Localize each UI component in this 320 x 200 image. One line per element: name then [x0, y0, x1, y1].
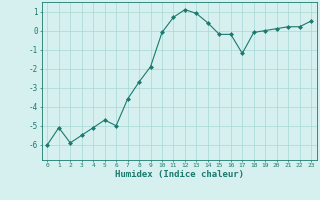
- X-axis label: Humidex (Indice chaleur): Humidex (Indice chaleur): [115, 170, 244, 179]
